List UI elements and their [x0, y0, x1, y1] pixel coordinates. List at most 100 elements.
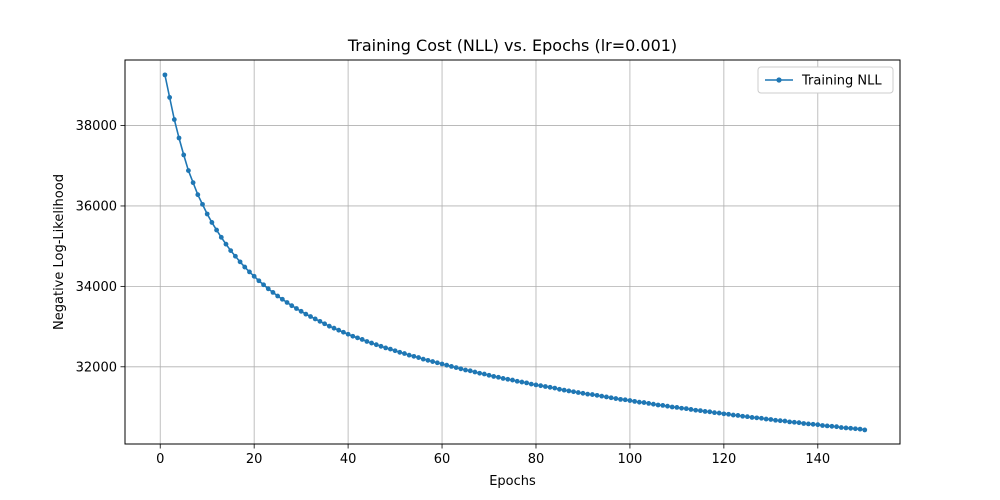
legend-box — [757, 66, 894, 94]
data-point — [383, 345, 389, 351]
data-point — [787, 419, 793, 425]
data-point — [768, 417, 774, 422]
data-point — [500, 376, 506, 381]
data-point — [552, 385, 558, 391]
data-point — [242, 264, 248, 270]
data-point — [167, 94, 173, 100]
data-point — [848, 425, 854, 431]
data-point — [510, 377, 515, 383]
data-point — [331, 325, 337, 331]
series-layer — [162, 72, 868, 433]
data-point — [693, 407, 699, 413]
data-point — [237, 259, 243, 265]
data-point — [627, 398, 633, 403]
data-point — [326, 323, 332, 329]
data-point — [829, 423, 835, 429]
data-point — [477, 370, 483, 376]
data-point — [735, 413, 741, 418]
y-tick-label: 32000 — [76, 360, 117, 375]
data-point — [355, 335, 360, 341]
data-point — [364, 339, 370, 344]
data-point — [669, 404, 675, 410]
data-point — [618, 396, 623, 402]
data-point — [496, 374, 501, 380]
data-point — [430, 359, 436, 364]
chart-title: Training Cost (NLL) vs. Epochs (lr=0.001… — [347, 36, 677, 55]
data-point — [279, 296, 285, 302]
data-point — [557, 386, 562, 392]
data-point — [646, 400, 652, 406]
data-point — [777, 418, 783, 424]
data-point — [336, 327, 342, 333]
data-point — [824, 423, 830, 429]
data-point — [744, 414, 750, 420]
data-point — [294, 306, 299, 311]
data-point — [561, 387, 567, 393]
data-point — [209, 220, 215, 225]
data-point — [425, 357, 431, 363]
data-point — [712, 410, 717, 416]
data-point — [341, 329, 346, 335]
x-tick-label: 40 — [340, 452, 357, 467]
data-point — [275, 293, 281, 299]
data-point — [228, 248, 234, 253]
data-point — [223, 241, 229, 247]
data-point — [740, 413, 746, 419]
series-line — [164, 74, 865, 431]
data-point — [838, 425, 844, 430]
data-point — [754, 415, 760, 421]
data-point — [345, 331, 351, 337]
data-point — [204, 211, 210, 217]
x-axis-ticks: 0 20 40 60 80 100 120 140 — [156, 444, 830, 467]
data-point — [256, 278, 262, 284]
data-point — [317, 318, 323, 324]
data-point — [688, 407, 694, 412]
data-point — [575, 390, 581, 395]
data-point — [622, 397, 628, 403]
data-point — [350, 333, 356, 339]
data-point — [604, 394, 609, 400]
data-point — [566, 388, 572, 394]
data-point — [218, 234, 224, 240]
data-point — [660, 402, 666, 408]
y-tick-label: 38000 — [76, 119, 117, 134]
x-tick-label: 20 — [246, 452, 263, 467]
data-point — [697, 408, 703, 414]
data-point — [171, 117, 177, 122]
data-point — [251, 273, 257, 279]
data-point — [214, 227, 219, 233]
data-point — [373, 342, 379, 348]
data-point — [458, 366, 464, 372]
x-tick-label: 0 — [156, 452, 164, 467]
data-point — [707, 409, 713, 415]
x-tick-label: 60 — [434, 452, 451, 467]
data-point — [528, 381, 534, 387]
plot-area-frame — [124, 59, 901, 445]
data-point — [594, 392, 600, 398]
data-point — [674, 405, 680, 410]
x-axis-label: Epochs — [489, 474, 536, 489]
data-point — [702, 409, 708, 414]
data-point — [730, 412, 736, 418]
data-point — [843, 425, 849, 431]
data-point — [533, 382, 539, 388]
data-point — [378, 343, 384, 349]
data-point — [406, 352, 412, 358]
data-point — [162, 72, 168, 78]
data-point — [519, 379, 525, 385]
data-point — [453, 365, 459, 371]
data-point — [232, 253, 238, 259]
y-axis-ticks: 32000 34000 36000 38000 — [76, 119, 125, 375]
data-point — [585, 391, 591, 397]
data-point — [763, 416, 769, 422]
data-point — [369, 340, 374, 346]
data-point — [571, 389, 576, 395]
data-point — [186, 168, 191, 173]
data-point — [773, 417, 778, 423]
data-point — [820, 423, 825, 428]
data-point — [547, 384, 553, 390]
legend: Training NLL — [757, 66, 894, 94]
data-point — [176, 135, 182, 141]
data-point — [491, 374, 497, 379]
data-point — [580, 390, 586, 396]
